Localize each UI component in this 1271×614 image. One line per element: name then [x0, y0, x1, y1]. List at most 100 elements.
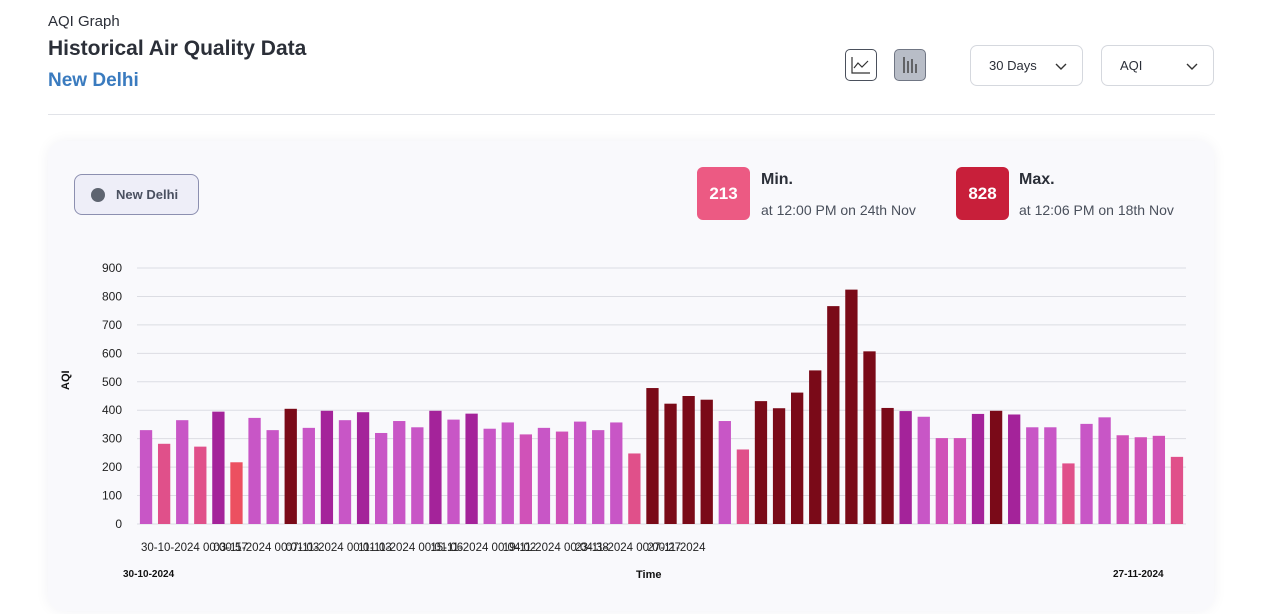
aqi-bar[interactable]	[809, 370, 822, 524]
aqi-bar[interactable]	[646, 388, 659, 524]
x-tick-label: 15-11-2024 00:04:02	[430, 542, 536, 554]
legend-label: New Delhi	[116, 187, 179, 202]
aqi-bar[interactable]	[791, 392, 804, 524]
aqi-bar[interactable]	[501, 422, 514, 524]
bar-chart-icon	[903, 57, 917, 73]
aqi-bar[interactable]	[212, 411, 225, 524]
legend-item-new-delhi[interactable]: New Delhi	[74, 174, 199, 215]
aqi-bar[interactable]	[176, 420, 189, 524]
aqi-bar[interactable]	[592, 430, 605, 524]
aqi-bar[interactable]	[1080, 423, 1093, 524]
aqi-bar[interactable]	[1044, 427, 1057, 524]
aqi-bar[interactable]	[483, 428, 496, 524]
min-timestamp: at 12:00 PM on 24th Nov	[761, 202, 916, 218]
aqi-bar[interactable]	[610, 422, 623, 524]
y-tick-label: 800	[102, 289, 122, 303]
time-range-value: 30 Days	[989, 58, 1037, 73]
aqi-bar[interactable]	[338, 420, 352, 524]
aqi-bar[interactable]	[411, 427, 424, 524]
aqi-bar[interactable]	[157, 443, 171, 524]
y-tick-label: 900	[102, 261, 122, 275]
x-axis-label: Time	[636, 569, 662, 581]
aqi-bar[interactable]	[682, 396, 695, 524]
max-label: Max.	[1019, 171, 1055, 188]
y-tick-label: 0	[115, 517, 122, 531]
aqi-bar[interactable]	[555, 431, 569, 524]
x-tick-label: 03-11-2024 00:01:03	[213, 542, 319, 554]
aqi-bar[interactable]	[700, 399, 713, 524]
aqi-bar[interactable]	[863, 351, 876, 524]
aqi-bar[interactable]	[881, 407, 894, 524]
bar-chart-button[interactable]	[894, 49, 926, 81]
x-tick-label: 11-11-2024 00:01:06	[358, 542, 463, 554]
legend-dot	[91, 187, 105, 202]
time-range-select[interactable]: 30 Days	[970, 45, 1083, 86]
aqi-bar[interactable]	[573, 421, 587, 524]
aqi-bar[interactable]	[935, 438, 948, 524]
aqi-bar[interactable]	[1062, 463, 1075, 524]
aqi-bar[interactable]	[971, 413, 985, 524]
aqi-bar[interactable]	[899, 411, 912, 524]
y-tick-label: 200	[102, 460, 122, 474]
aqi-bar[interactable]	[447, 419, 460, 524]
y-tick-label: 700	[102, 318, 122, 332]
aqi-bar[interactable]	[266, 430, 279, 524]
aqi-bar[interactable]	[772, 408, 786, 524]
y-tick-label: 400	[102, 403, 122, 417]
x-tick-label: 19-11-2024 00:04:38	[503, 542, 609, 554]
page-title: Historical Air Quality Data	[48, 37, 307, 60]
aqi-bar[interactable]	[320, 410, 334, 524]
y-tick-label: 300	[102, 432, 122, 446]
aqi-bar[interactable]	[953, 438, 967, 524]
aqi-bar[interactable]	[989, 410, 1003, 524]
aqi-bar[interactable]	[1170, 456, 1184, 524]
aqi-bar[interactable]	[519, 434, 532, 524]
aqi-bar[interactable]	[754, 401, 768, 524]
range-start-label: 30-10-2024	[123, 569, 175, 580]
header-divider	[48, 114, 1215, 115]
aqi-bar[interactable]	[139, 430, 153, 524]
aqi-bar[interactable]	[194, 446, 207, 524]
aqi-bar[interactable]	[302, 427, 315, 524]
chart-card	[48, 141, 1214, 611]
x-tick-label: 07-11-2024 00:01:03	[286, 542, 392, 554]
aqi-bar[interactable]	[375, 432, 388, 524]
y-axis-label: AQI	[60, 370, 72, 390]
aqi-bar[interactable]	[664, 403, 677, 524]
x-tick-label: 27-11-2024	[648, 542, 707, 554]
aqi-bar[interactable]	[1134, 437, 1147, 524]
aqi-bar[interactable]	[845, 289, 858, 524]
x-tick-label: 23-11-2024 00:00:27	[575, 542, 681, 554]
aqi-bar[interactable]	[1008, 414, 1021, 524]
aqi-bar[interactable]	[1116, 435, 1129, 524]
graph-eyebrow: AQI Graph	[48, 13, 120, 30]
aqi-bar[interactable]	[827, 306, 840, 524]
aqi-bar[interactable]	[248, 417, 261, 524]
aqi-bar[interactable]	[465, 413, 478, 524]
min-value-badge: 213	[697, 167, 750, 220]
aqi-bar-chart: 0 100 200 300 400 500 600 700 800 900 30-10-2024 …	[102, 261, 1186, 554]
x-tick-label: 30-10-2024 00:00:57	[141, 542, 248, 554]
y-tick-label: 100	[102, 489, 122, 503]
aqi-bar[interactable]	[917, 416, 930, 524]
line-chart-icon	[851, 57, 870, 74]
metric-value: AQI	[1120, 58, 1143, 73]
chevron-down-icon	[1055, 63, 1067, 70]
aqi-bar[interactable]	[429, 410, 442, 524]
aqi-bar[interactable]	[736, 449, 750, 524]
aqi-bar[interactable]	[1152, 435, 1166, 524]
range-end-label: 27-11-2024	[1113, 569, 1164, 580]
aqi-bar[interactable]	[393, 421, 406, 524]
aqi-bar[interactable]	[537, 427, 551, 524]
y-tick-label: 600	[102, 346, 122, 360]
metric-select[interactable]: AQI	[1101, 45, 1214, 86]
aqi-bar[interactable]	[230, 462, 243, 524]
y-tick-label: 500	[102, 375, 122, 389]
aqi-bar[interactable]	[356, 412, 370, 524]
aqi-bar[interactable]	[1026, 427, 1039, 524]
aqi-bar[interactable]	[1098, 417, 1111, 524]
aqi-bar[interactable]	[628, 453, 641, 524]
aqi-bar[interactable]	[284, 408, 297, 524]
aqi-bar[interactable]	[718, 421, 731, 524]
line-chart-button[interactable]	[845, 49, 877, 81]
